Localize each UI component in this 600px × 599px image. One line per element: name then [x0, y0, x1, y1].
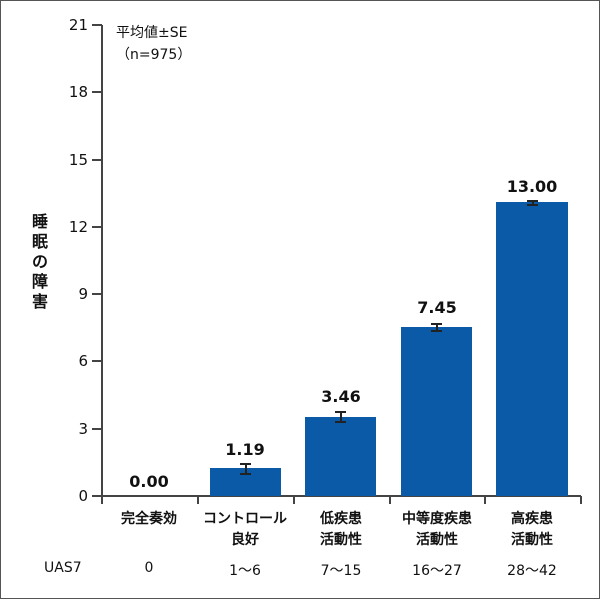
category-line: 低疾患 [320, 511, 362, 527]
y-axis-title: 睡眠の障害 [31, 212, 48, 311]
y-tick [92, 360, 102, 362]
x-tick [197, 496, 199, 504]
error-bar [532, 200, 534, 205]
error-cap [240, 473, 251, 475]
error-cap [335, 421, 346, 423]
error-cap [431, 330, 442, 332]
y-tick-label: 15 [68, 151, 88, 169]
y-tick [92, 91, 102, 93]
category-line: 高疾患 [511, 511, 553, 527]
y-tick-label: 0 [78, 487, 88, 505]
y-tick-label: 21 [68, 16, 88, 34]
x-tick [580, 496, 582, 504]
category-label: 完全奏効 [101, 509, 197, 530]
value-label: 13.00 [506, 177, 558, 196]
error-cap [527, 204, 538, 206]
category-line: 活動性 [511, 532, 553, 548]
x-tick [293, 496, 295, 504]
uas7-label: UAS7 [44, 560, 82, 576]
value-label: 1.19 [225, 440, 265, 459]
category-label: 高疾患 活動性 [484, 509, 580, 551]
value-label: 7.45 [417, 298, 457, 317]
error-bar [245, 463, 247, 474]
category-line: 活動性 [416, 532, 458, 548]
y-axis [101, 25, 103, 497]
x-tick [484, 496, 486, 504]
bar-low-activity [305, 417, 376, 496]
x-tick [101, 496, 103, 504]
y-tick-label: 12 [68, 218, 88, 236]
category-line: コントロール [203, 511, 287, 527]
y-tick-label: 6 [78, 352, 88, 370]
chart-annotation: 平均値±SE （n=975） [116, 22, 191, 66]
uas7-range: 16～27 [412, 563, 462, 579]
category-line: 完全奏効 [121, 511, 177, 527]
bar-moderate-activity [401, 327, 472, 496]
category-label: コントロール 良好 [197, 509, 293, 551]
category-label: 低疾患 活動性 [293, 509, 389, 551]
uas7-range: 28～42 [507, 563, 557, 579]
category-line: 中等度疾患 [402, 511, 472, 527]
annotation-mean-se: 平均値±SE [116, 25, 188, 41]
y-tick [92, 159, 102, 161]
category-line: 活動性 [320, 532, 362, 548]
bar-high-activity [496, 202, 568, 496]
y-tick-label: 18 [68, 83, 88, 101]
error-cap [431, 323, 442, 325]
y-tick-label: 9 [78, 285, 88, 303]
error-bar [436, 323, 438, 331]
x-tick [389, 496, 391, 504]
error-cap [527, 200, 538, 202]
y-tick [92, 24, 102, 26]
y-tick-label: 3 [78, 420, 88, 438]
y-tick [92, 495, 102, 497]
error-cap [335, 411, 346, 413]
uas7-range: 1～6 [229, 563, 261, 579]
annotation-n: （n=975） [116, 47, 192, 63]
error-bar [340, 411, 342, 422]
value-label: 0.00 [129, 472, 169, 491]
category-label: 中等度疾患 活動性 [389, 509, 485, 551]
y-tick [92, 428, 102, 430]
error-cap [240, 463, 251, 465]
y-tick [92, 226, 102, 228]
uas7-range: 0 [144, 560, 154, 576]
value-label: 3.46 [321, 387, 361, 406]
uas7-range: 7～15 [320, 563, 362, 579]
y-tick [92, 293, 102, 295]
category-line: 良好 [231, 532, 259, 548]
